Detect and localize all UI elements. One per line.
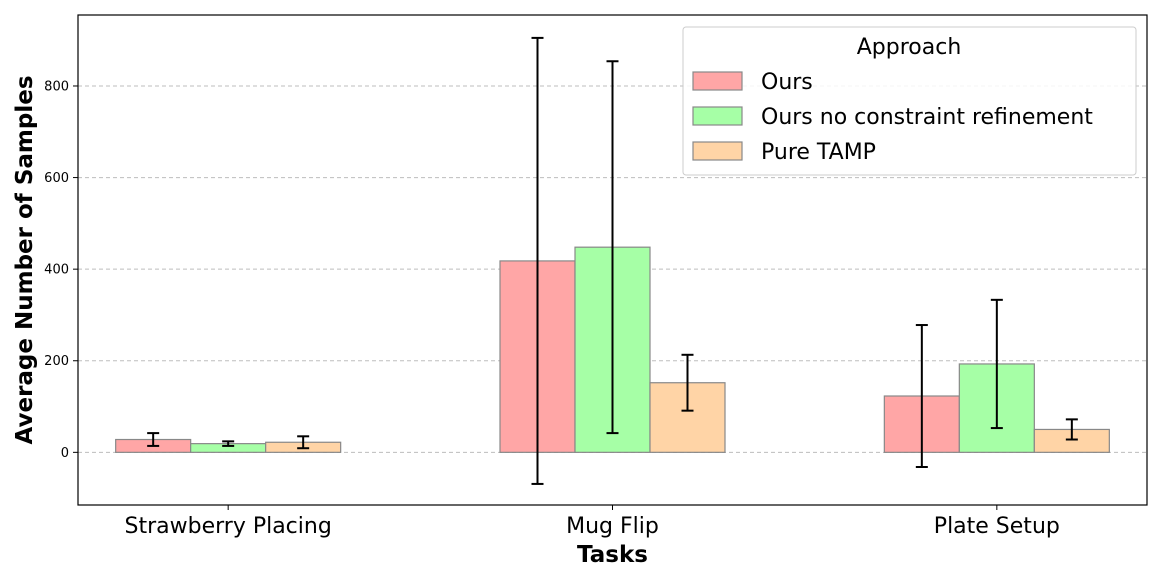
x-tick-label: Plate Setup — [934, 514, 1060, 539]
y-tick-label: 800 — [44, 79, 69, 94]
y-axis-title: Average Number of Samples — [12, 75, 38, 444]
legend-items: Ours Ours no constraint refinement Pure TA… — [692, 70, 1093, 165]
y-tick-label: 200 — [44, 354, 69, 369]
x-tick-label: Mug Flip — [566, 514, 659, 539]
legend-swatch — [692, 71, 743, 91]
legend-label: Ours no constraint refinement — [761, 105, 1093, 130]
y-axis-ticks: 0 200 400 600 800 — [44, 79, 78, 461]
y-tick-label: 0 — [61, 446, 69, 461]
x-tick-label: Strawberry Placing — [125, 514, 332, 539]
x-axis-ticks: Strawberry Placing Mug Flip Plate Setup — [125, 505, 1060, 539]
legend-box — [682, 26, 1137, 176]
y-tick-label: 600 — [44, 171, 69, 186]
y-tick-label: 400 — [44, 263, 69, 278]
legend-label: Ours — [761, 70, 813, 95]
legend-swatch — [692, 141, 743, 161]
x-axis-title: Tasks — [577, 542, 648, 568]
legend: Approach Ours Ours no constraint refineme… — [682, 26, 1137, 176]
legend-title: Approach — [857, 35, 962, 60]
error-bars — [147, 36, 1078, 485]
legend-swatch — [692, 106, 743, 126]
legend-label: Pure TAMP — [761, 140, 876, 165]
